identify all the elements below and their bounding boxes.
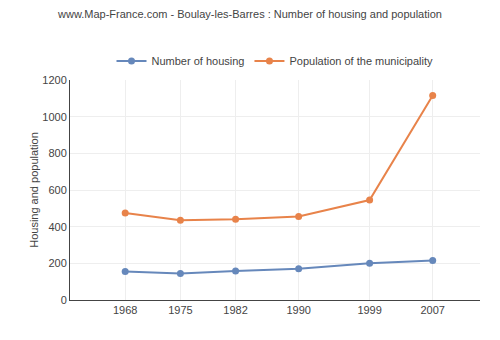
svg-text:1000: 1000: [42, 111, 66, 123]
svg-text:Housing and population: Housing and population: [28, 132, 40, 248]
svg-text:Population of the municipality: Population of the municipality: [289, 55, 433, 67]
svg-text:200: 200: [48, 257, 66, 269]
svg-text:1968: 1968: [113, 304, 137, 316]
svg-text:1999: 1999: [357, 304, 381, 316]
svg-text:Number of housing: Number of housing: [152, 55, 245, 67]
svg-text:600: 600: [48, 184, 66, 196]
svg-text:1200: 1200: [42, 74, 66, 86]
svg-text:www.Map-France.com - Boulay-le: www.Map-France.com - Boulay-les-Barres :…: [57, 8, 442, 20]
svg-text:1990: 1990: [286, 304, 310, 316]
svg-text:2007: 2007: [420, 304, 444, 316]
svg-text:400: 400: [48, 221, 66, 233]
svg-text:1982: 1982: [223, 304, 247, 316]
svg-text:800: 800: [48, 147, 66, 159]
svg-text:1975: 1975: [168, 304, 192, 316]
svg-text:0: 0: [61, 294, 67, 306]
